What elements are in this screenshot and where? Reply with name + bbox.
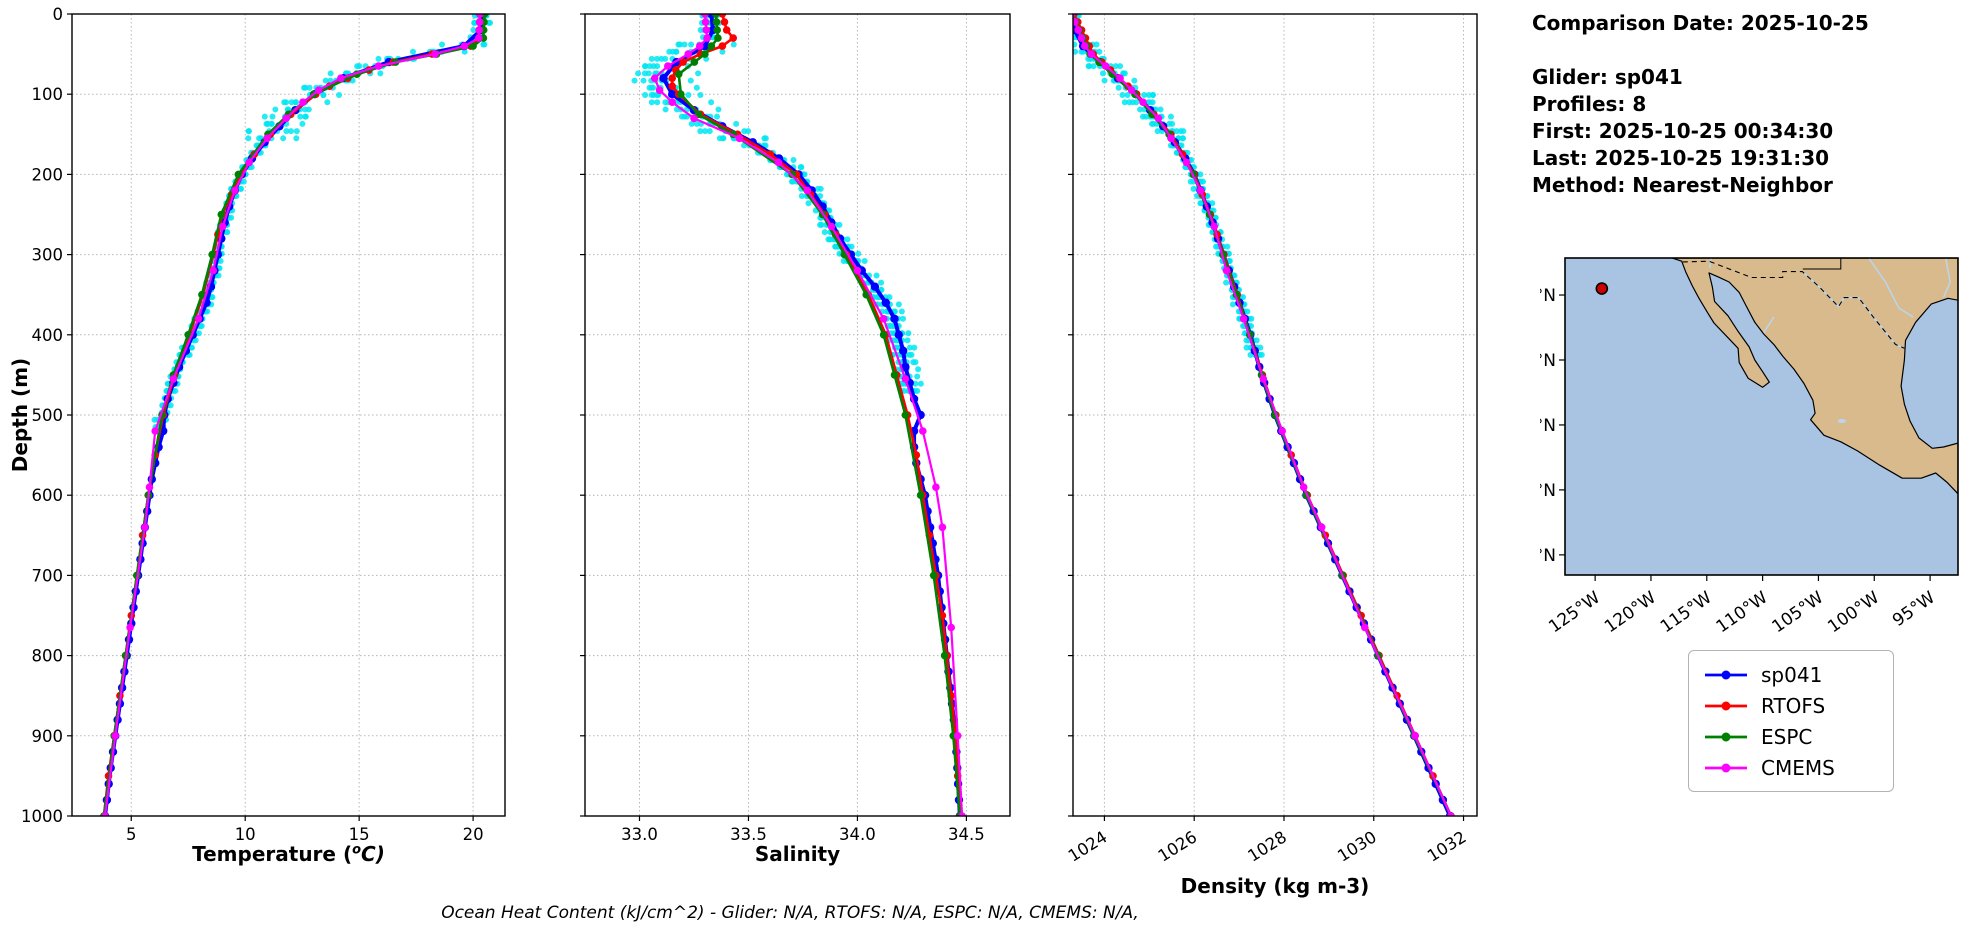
legend-label-cmems: CMEMS: [1761, 755, 1835, 780]
salinity-plot: 33.0 33.5 34.0 34.5: [580, 13, 1011, 844]
svg-text:1024: 1024: [1065, 827, 1111, 865]
svg-text:0: 0: [53, 5, 64, 24]
temperature-axis-label-sup: o: [352, 842, 362, 858]
svg-text:1028: 1028: [1244, 827, 1290, 865]
temperature-axis-label-unit: C): [361, 842, 385, 866]
legend-item-cmems: CMEMS: [1689, 752, 1893, 783]
svg-text:115°W: 115°W: [1657, 588, 1716, 638]
legend-label-espc: ESPC: [1761, 724, 1813, 749]
svg-text:33.5: 33.5: [730, 825, 767, 844]
legend-item-espc: ESPC: [1689, 721, 1893, 752]
glider-position-marker: [1595, 282, 1609, 295]
salinity-axis-label: Salinity: [754, 842, 841, 866]
info-spacer: [1532, 37, 1962, 64]
location-map: 30°N 25°N 20°N 15°N 10°N 125°W120°W115°W110°W…: [1540, 257, 1959, 638]
density-axis-label: Density (kg m-3): [1180, 874, 1370, 898]
svg-text:800: 800: [32, 647, 64, 666]
svg-text:700: 700: [32, 566, 64, 585]
density-plot: 1024 1026 1028 1030 1032: [1065, 13, 1478, 866]
legend-label-rtofs: RTOFS: [1761, 693, 1826, 718]
temperature-axis-label: Temperature (oC): [72, 842, 505, 866]
rtofs-line-swatch: [1705, 701, 1747, 710]
svg-text:100°W: 100°W: [1824, 588, 1883, 638]
last-line: Last: 2025-10-25 19:31:30: [1532, 146, 1830, 170]
svg-text:10: 10: [235, 825, 256, 844]
svg-text:1000: 1000: [21, 807, 63, 826]
profile-charts-canvas: 5 10 15 20010020030040050060070080090010003…: [21, 5, 1478, 866]
svg-text:120°W: 120°W: [1601, 588, 1660, 638]
svg-text:1032: 1032: [1424, 827, 1470, 865]
temperature-axis-label-text: Temperature (: [192, 842, 353, 866]
svg-text:400: 400: [32, 326, 64, 345]
ocean-heat-content-caption: Ocean Heat Content (kJ/cm^2) - Glider: N…: [441, 903, 1139, 923]
svg-text:600: 600: [32, 486, 64, 505]
svg-text:15: 15: [349, 825, 370, 844]
map-content: [1565, 258, 1958, 575]
svg-text:300: 300: [32, 246, 64, 265]
profiles-line: Profiles: 8: [1532, 92, 1647, 116]
method-line: Method: Nearest-Neighbor: [1532, 173, 1833, 197]
comparison-info-panel: Comparison Date: 2025-10-25 Glider: sp04…: [1532, 10, 1962, 199]
svg-text:10°N: 10°N: [1540, 546, 1556, 566]
svg-text:900: 900: [32, 727, 64, 746]
espc-line-swatch: [1705, 732, 1747, 741]
sp041-line-swatch: [1705, 670, 1747, 679]
svg-text:15°N: 15°N: [1540, 481, 1556, 501]
svg-text:20°N: 20°N: [1540, 416, 1556, 436]
svg-text:33.0: 33.0: [621, 825, 658, 844]
legend-label-sp041: sp041: [1761, 662, 1823, 687]
legend-item-rtofs: RTOFS: [1689, 690, 1893, 721]
svg-text:30°N: 30°N: [1540, 286, 1556, 306]
legend: sp041 RTOFS ESPC CMEMS: [1688, 650, 1894, 792]
legend-item-sp041: sp041: [1689, 659, 1893, 690]
comparison-date-line: Comparison Date: 2025-10-25: [1532, 11, 1869, 35]
first-line: First: 2025-10-25 00:34:30: [1532, 119, 1834, 143]
cmems-line-swatch: [1705, 763, 1747, 772]
svg-text:34.5: 34.5: [948, 825, 985, 844]
svg-text:100: 100: [32, 85, 64, 104]
svg-text:125°W: 125°W: [1545, 588, 1604, 638]
svg-text:105°W: 105°W: [1769, 588, 1828, 638]
svg-text:500: 500: [32, 406, 64, 425]
glider-line: Glider: sp041: [1532, 65, 1683, 89]
svg-text:5: 5: [126, 825, 137, 844]
svg-text:200: 200: [32, 165, 64, 184]
svg-text:1026: 1026: [1155, 827, 1201, 865]
svg-text:20: 20: [463, 825, 484, 844]
svg-text:110°W: 110°W: [1713, 588, 1772, 638]
svg-text:25°N: 25°N: [1540, 351, 1556, 371]
svg-text:34.0: 34.0: [839, 825, 876, 844]
svg-text:1030: 1030: [1334, 827, 1380, 865]
svg-text:95°W: 95°W: [1889, 588, 1939, 631]
